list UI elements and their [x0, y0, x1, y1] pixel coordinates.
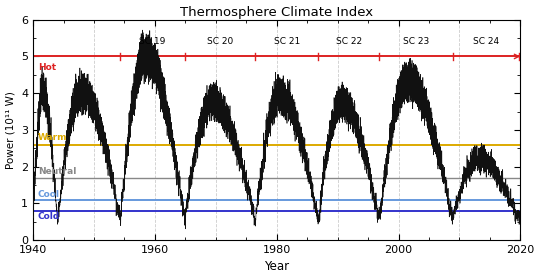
Y-axis label: Power (10¹¹ W): Power (10¹¹ W) — [5, 91, 16, 169]
Title: Thermosphere Climate Index: Thermosphere Climate Index — [180, 6, 373, 19]
Text: Cool: Cool — [38, 189, 60, 199]
Text: SC 19: SC 19 — [139, 37, 166, 46]
Text: SC 24: SC 24 — [473, 37, 499, 46]
Text: SC 22: SC 22 — [335, 37, 362, 46]
X-axis label: Year: Year — [264, 260, 289, 273]
Text: SC 21: SC 21 — [274, 37, 300, 46]
Text: Neutral: Neutral — [38, 167, 76, 176]
Text: Warm: Warm — [38, 133, 68, 142]
Text: Cold: Cold — [38, 212, 60, 221]
Text: SC 20: SC 20 — [207, 37, 233, 46]
Text: Hot: Hot — [38, 63, 56, 72]
Text: SC 23: SC 23 — [403, 37, 429, 46]
